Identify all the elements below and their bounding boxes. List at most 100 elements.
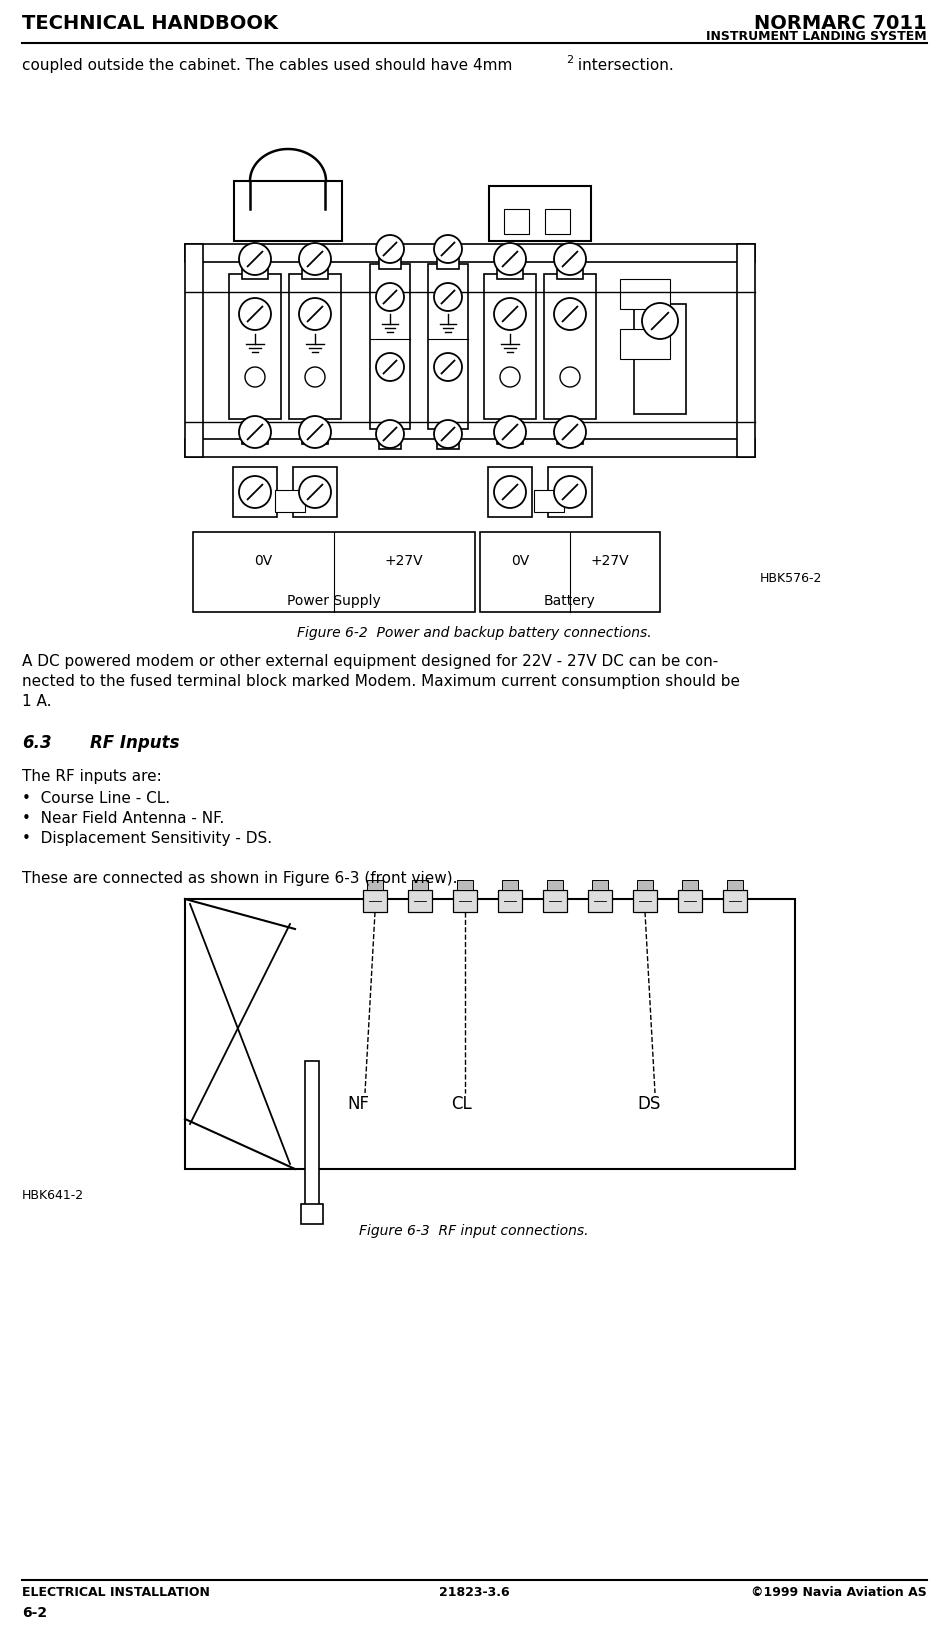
Bar xyxy=(682,880,698,889)
Circle shape xyxy=(239,477,271,508)
Bar xyxy=(453,889,477,912)
Circle shape xyxy=(434,282,462,312)
Bar xyxy=(233,467,277,517)
Circle shape xyxy=(299,299,331,330)
Bar xyxy=(484,274,536,419)
Circle shape xyxy=(376,353,404,380)
Bar xyxy=(193,532,475,612)
Text: 21823-3.6: 21823-3.6 xyxy=(438,1586,510,1599)
Text: •  Course Line - CL.: • Course Line - CL. xyxy=(22,792,170,806)
Bar xyxy=(302,423,328,444)
Text: NF: NF xyxy=(347,1095,369,1113)
Circle shape xyxy=(239,299,271,330)
Bar xyxy=(489,186,591,242)
Text: Battery: Battery xyxy=(544,594,596,609)
Bar xyxy=(408,889,432,912)
Circle shape xyxy=(642,304,678,339)
Bar xyxy=(428,264,468,429)
Text: ©1999 Navia Aviation AS: ©1999 Navia Aviation AS xyxy=(752,1586,927,1599)
Bar xyxy=(543,889,567,912)
Bar xyxy=(634,304,686,415)
Circle shape xyxy=(376,235,404,263)
Bar xyxy=(497,259,523,279)
Bar xyxy=(370,264,410,429)
Circle shape xyxy=(376,282,404,312)
Bar xyxy=(723,889,747,912)
Bar xyxy=(289,274,341,419)
Bar xyxy=(363,889,387,912)
Text: nected to the fused terminal block marked Modem. Maximum current consumption sho: nected to the fused terminal block marke… xyxy=(22,674,740,689)
Bar xyxy=(544,274,596,419)
Circle shape xyxy=(305,367,325,387)
Text: 0V: 0V xyxy=(254,553,272,568)
Circle shape xyxy=(554,243,586,276)
Text: These are connected as shown in Figure 6-3 (front view).: These are connected as shown in Figure 6… xyxy=(22,871,457,886)
Bar xyxy=(305,1061,319,1209)
Bar xyxy=(242,259,268,279)
Text: Figure 6-3  RF input connections.: Figure 6-3 RF input connections. xyxy=(360,1224,588,1239)
Bar xyxy=(497,423,523,444)
Bar xyxy=(234,181,342,242)
Text: RF Inputs: RF Inputs xyxy=(90,734,179,752)
Bar xyxy=(301,1204,323,1224)
Text: •  Near Field Antenna - NF.: • Near Field Antenna - NF. xyxy=(22,811,224,826)
Circle shape xyxy=(494,299,526,330)
Bar xyxy=(437,251,459,269)
Text: 6-2: 6-2 xyxy=(22,1606,47,1621)
Bar xyxy=(302,259,328,279)
Bar xyxy=(185,899,795,1169)
Bar xyxy=(548,467,592,517)
Text: HBK641-2: HBK641-2 xyxy=(22,1190,84,1203)
Bar xyxy=(480,532,660,612)
Text: TECHNICAL HANDBOOK: TECHNICAL HANDBOOK xyxy=(22,15,278,33)
Text: 6.3: 6.3 xyxy=(22,734,51,752)
Text: The RF inputs are:: The RF inputs are: xyxy=(22,769,161,783)
Bar xyxy=(737,245,755,457)
Bar xyxy=(620,279,670,308)
Circle shape xyxy=(376,419,404,449)
Bar xyxy=(504,209,529,233)
Text: HBK576-2: HBK576-2 xyxy=(760,571,823,584)
Bar xyxy=(457,880,473,889)
Bar xyxy=(437,428,459,449)
Circle shape xyxy=(494,243,526,276)
Bar xyxy=(488,467,532,517)
Circle shape xyxy=(434,419,462,449)
Bar xyxy=(592,880,608,889)
Bar xyxy=(185,245,203,457)
Text: coupled outside the cabinet. The cables used should have 4mm: coupled outside the cabinet. The cables … xyxy=(22,59,512,73)
Bar xyxy=(242,423,268,444)
Text: A DC powered modem or other external equipment designed for 22V - 27V DC can be : A DC powered modem or other external equ… xyxy=(22,654,718,669)
Bar xyxy=(727,880,743,889)
Circle shape xyxy=(554,416,586,449)
Bar xyxy=(379,251,401,269)
Text: +27V: +27V xyxy=(384,553,423,568)
Circle shape xyxy=(239,243,271,276)
Bar xyxy=(534,490,564,512)
Text: 1 A.: 1 A. xyxy=(22,694,51,708)
Bar xyxy=(379,428,401,449)
Bar xyxy=(545,209,570,233)
Text: intersection.: intersection. xyxy=(573,59,674,73)
Bar xyxy=(588,889,612,912)
Circle shape xyxy=(554,299,586,330)
Bar xyxy=(275,490,305,512)
Bar xyxy=(633,889,657,912)
Bar xyxy=(498,889,522,912)
Circle shape xyxy=(299,477,331,508)
Circle shape xyxy=(434,235,462,263)
Text: Figure 6-2  Power and backup battery connections.: Figure 6-2 Power and backup battery conn… xyxy=(297,627,651,640)
Bar xyxy=(412,880,428,889)
Bar xyxy=(502,880,518,889)
Text: 2: 2 xyxy=(566,55,573,65)
Circle shape xyxy=(434,353,462,380)
Circle shape xyxy=(299,416,331,449)
Circle shape xyxy=(554,477,586,508)
Bar xyxy=(620,330,670,359)
Circle shape xyxy=(500,367,520,387)
Circle shape xyxy=(494,416,526,449)
Bar xyxy=(293,467,337,517)
Text: +27V: +27V xyxy=(590,553,629,568)
Text: ELECTRICAL INSTALLATION: ELECTRICAL INSTALLATION xyxy=(22,1586,210,1599)
Bar xyxy=(367,880,383,889)
